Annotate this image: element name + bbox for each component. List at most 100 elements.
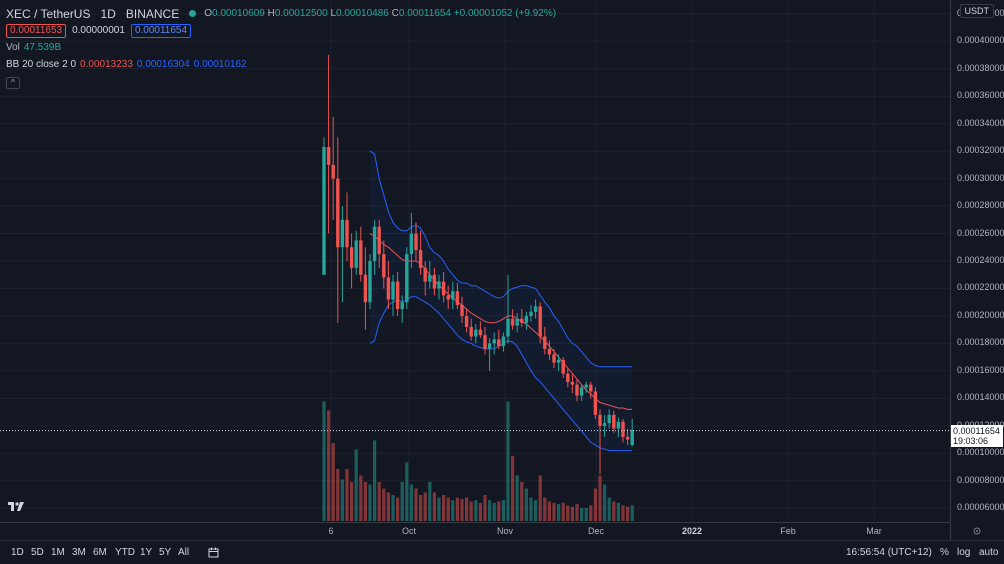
volume-bar [432,492,436,521]
timeframe-button[interactable]: YTD [115,547,135,558]
volume-bar [474,500,478,521]
price-tick-label: 0.00030000 [957,172,1004,183]
candle-body [359,240,363,275]
sell-button[interactable]: 0.00011653 [6,23,67,38]
time-tick-label: Dec [587,526,605,536]
volume-bar [336,469,340,521]
candle-body [423,267,427,282]
scale-settings-button[interactable] [972,526,982,536]
price-tick-label: 0.00018000 [957,337,1004,348]
volume-bar [529,497,533,521]
timeframe-button[interactable]: 1M [51,547,65,558]
candle-body [377,226,381,255]
candle-body [345,219,349,248]
candle-body [593,391,598,415]
candle-body [336,178,340,248]
volume-bar [524,488,528,521]
open-value: 0.00010609 [211,8,265,19]
candle-body [451,291,455,300]
symbol-title[interactable]: XEC / TetherUS 1D BINANCE [6,7,179,21]
candle-body [460,304,464,316]
volume-bar [423,492,427,521]
ohlc-values: O0.00010609 H0.00012500 L0.00010486 C0.0… [204,8,556,19]
timeframe-button[interactable]: 1D [11,547,24,558]
candlestick-chart[interactable] [0,0,950,522]
volume-bar [501,500,505,521]
bb-label: BB 20 close 2 0 [6,59,77,70]
candle-body [464,315,469,327]
volume-bar [391,495,395,521]
volume-bar [345,469,349,521]
volume-bar [377,482,381,521]
volume-value: 47.539B [23,42,62,53]
candle-body [547,348,552,355]
candle-body [395,281,400,310]
candle-body [432,274,437,289]
timeframe-button[interactable]: 3M [72,547,86,558]
price-tick-label: 0.00026000 [957,227,1004,238]
volume-bar [547,501,551,521]
volume-bar [566,505,570,521]
candle-body [322,146,326,275]
interval-label: 1D [100,6,116,21]
volume-bar [584,508,588,521]
volume-label: Vol [6,42,20,53]
market-status-icon [189,10,197,17]
volume-legend-row[interactable]: Vol 47.539B [6,39,562,56]
time-scale[interactable]: 6 Oct Nov Dec 2022 Feb Mar [0,522,950,540]
currency-label[interactable]: USDT [959,4,994,18]
tradingview-logo[interactable] [8,500,26,514]
volume-bar [598,475,602,521]
bb-upper-line [369,150,633,368]
candle-body [515,318,519,326]
candle-body [428,274,432,282]
timeframe-button[interactable]: All [178,547,190,558]
bb-legend-row[interactable]: BB 20 close 2 0 0.00013233 0.00016304 0.… [6,56,562,73]
volume-bar [363,482,367,521]
candle-body [501,336,506,347]
price-scale[interactable]: USDT 0.000420000.000400000.000380000.000… [950,0,1004,540]
chart-canvas[interactable] [0,0,950,522]
log-scale-toggle[interactable]: log [957,547,971,558]
auto-scale-toggle[interactable]: auto [979,547,999,558]
candle-body [538,306,542,337]
symbol-name: XEC / TetherUS [6,6,91,21]
price-tick-label: 0.00038000 [957,62,1004,73]
volume-bar [455,497,459,521]
candle-body [391,281,395,300]
volume-bar [552,502,556,521]
volume-bar [488,500,492,521]
buy-button[interactable]: 0.00011654 [130,23,192,38]
timeframe-button[interactable]: 5D [31,547,44,558]
timeframe-button[interactable]: 5Y [159,547,172,558]
candle-body [602,423,607,426]
timeframe-button[interactable]: 1Y [140,547,153,558]
candle-body [529,311,533,316]
volume-bar [428,482,432,521]
price-tick-label: 0.00024000 [957,255,1004,265]
candle-body [409,233,414,255]
candle-body [556,359,561,363]
date-range-button[interactable] [208,547,219,558]
price-tick-label: 0.00036000 [957,90,1004,101]
last-price-tag: 0.00011654 19:03:06 [951,424,1003,447]
bb-basis-value: 0.00013233 [80,59,133,70]
candle-body [326,146,331,165]
volume-bar [354,449,358,521]
volume-bar [612,501,616,521]
spread-value: 0.00000001 [72,25,125,36]
timezone-clock[interactable]: 16:56:54 (UTC+12) [846,547,932,558]
time-tick-label: 2022 [681,526,703,536]
volume-bar [442,495,446,521]
collapse-legend-button[interactable]: ^ [6,77,20,89]
timeframe-button[interactable]: 6M [93,547,107,558]
percent-scale-toggle[interactable]: % [940,547,949,558]
volume-bar [382,488,386,521]
time-tick-label: Oct [401,526,417,536]
volume-bar [437,497,441,521]
price-tick-label: 0.00014000 [957,392,1004,403]
volume-bar [446,497,450,521]
volume-bar [405,462,409,521]
volume-bar [534,500,538,521]
price-tick-label: 0.00008000 [957,474,1004,485]
